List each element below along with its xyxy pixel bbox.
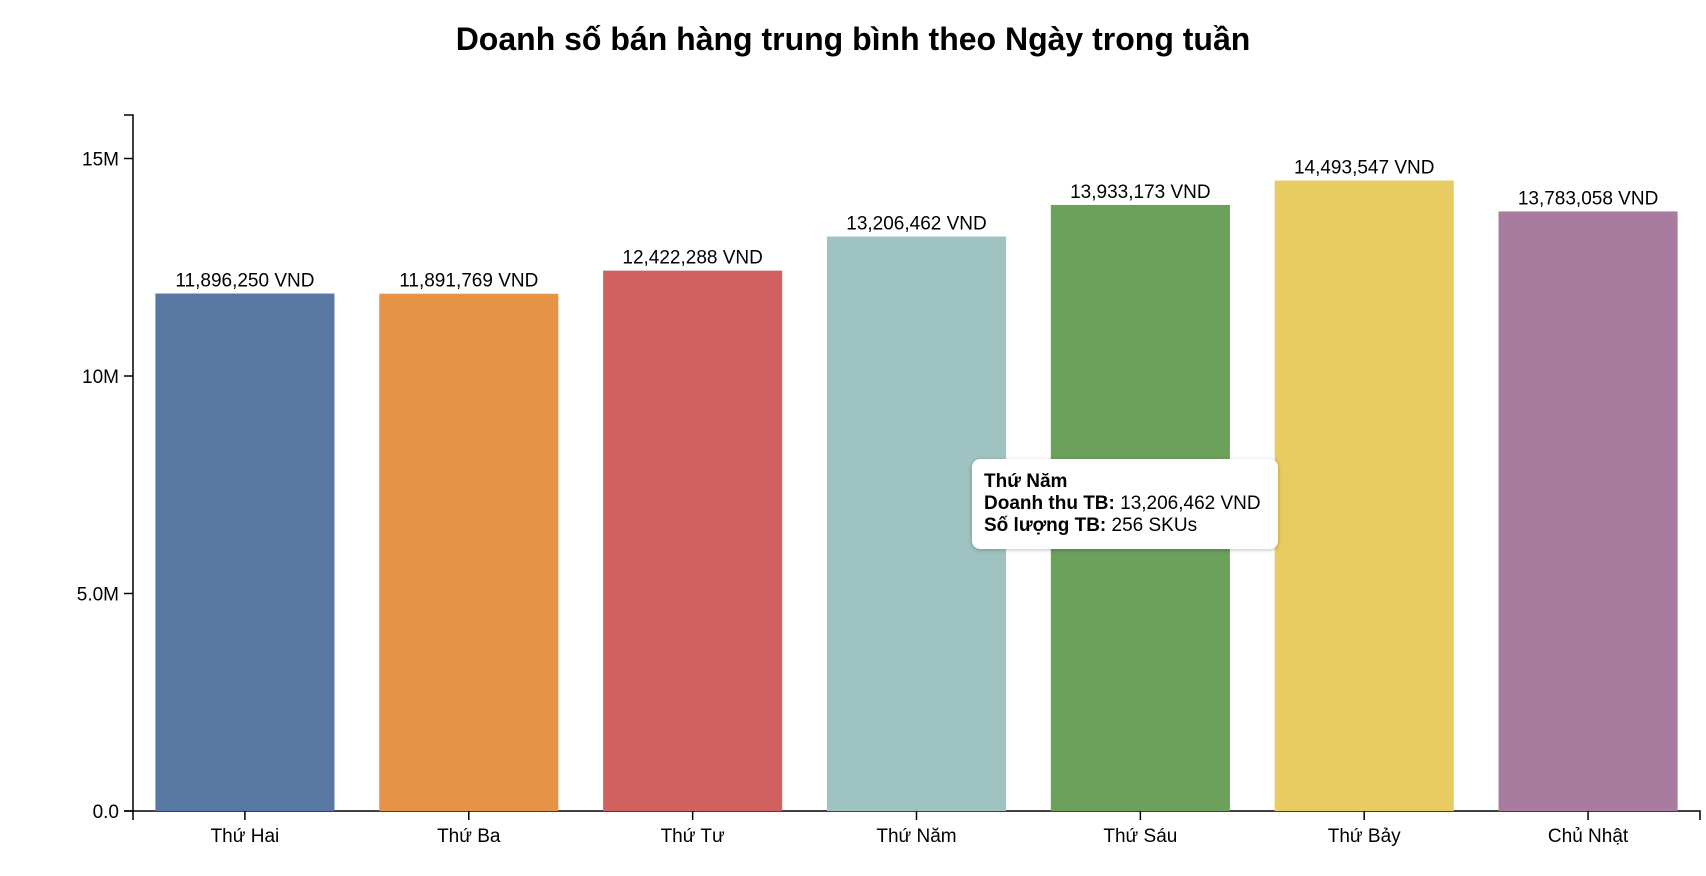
y-tick-label: 15M [82,150,119,171]
y-tick-label: 10M [82,367,119,388]
x-axis: Thứ Hai Thứ Ba Thứ Tư Thứ Năm Thứ Sáu Thứ Bảy… [132,810,1701,847]
tooltip-revenue-value: 13,206,462 VND [1120,493,1261,514]
x-tick-label: Thứ Tư [661,826,725,847]
bars-group [155,180,1678,812]
bar[interactable] [1274,180,1454,811]
y-tick-label: 5.0M [77,585,119,606]
tooltip-title: Thứ Năm [984,471,1068,492]
bar-value-label: 13,933,173 VND [1070,182,1211,203]
y-axis: 0.0 5.0M 10M 15M [77,114,134,823]
tooltip-revenue-label: Doanh thu TB: [984,493,1115,514]
bar-value-label: 13,206,462 VND [846,214,987,235]
bar-tooltip: Thứ Năm Doanh thu TB: 13,206,462 VND Số … [972,459,1278,549]
value-labels-group: 11,896,250 VND 11,891,769 VND 12,422,288 V… [175,158,1658,292]
bar-value-label: 12,422,288 VND [622,248,763,269]
bar-value-label: 13,783,058 VND [1518,188,1659,209]
chart-title: Doanh số bán hàng trung bình theo Ngày t… [456,21,1251,57]
bar-value-label: 11,891,769 VND [399,271,538,292]
x-tick-label: Thứ Ba [437,826,501,847]
tooltip-revenue-row: Doanh thu TB: 13,206,462 VND [984,493,1266,515]
x-tick-label: Thứ Hai [211,826,280,847]
bar[interactable] [155,293,335,811]
y-tick-label: 0.0 [93,802,119,823]
x-tick-label: Chủ Nhật [1548,826,1629,847]
tooltip-quantity-value: 256 SKUs [1111,515,1198,536]
bar[interactable] [379,293,559,812]
tooltip-quantity-row: Số lượng TB: 256 SKUs [984,515,1266,537]
x-tick-label: Thứ Năm [876,826,956,847]
bar-value-label: 14,493,547 VND [1294,158,1435,179]
x-tick-label: Thứ Bảy [1328,826,1401,847]
bar-value-label: 11,896,250 VND [175,271,314,292]
y-axis-line [124,114,134,812]
bar[interactable] [603,270,783,811]
tooltip-quantity-label: Số lượng TB: [984,515,1107,536]
bar[interactable] [1498,211,1678,811]
x-tick-label: Thứ Sáu [1103,826,1177,847]
